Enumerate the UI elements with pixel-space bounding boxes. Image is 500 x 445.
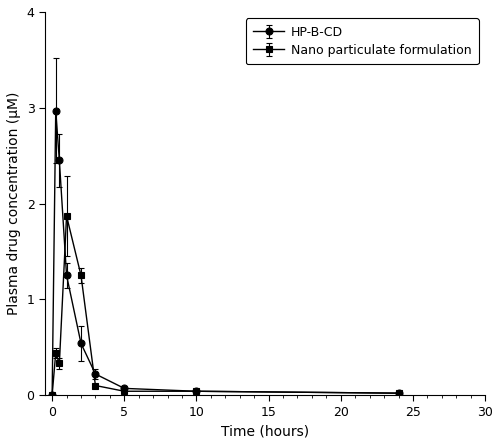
X-axis label: Time (hours): Time (hours): [221, 424, 309, 438]
Y-axis label: Plasma drug concentration (μM): Plasma drug concentration (μM): [7, 92, 21, 315]
Legend: HP-B-CD, Nano particulate formulation: HP-B-CD, Nano particulate formulation: [246, 18, 479, 64]
